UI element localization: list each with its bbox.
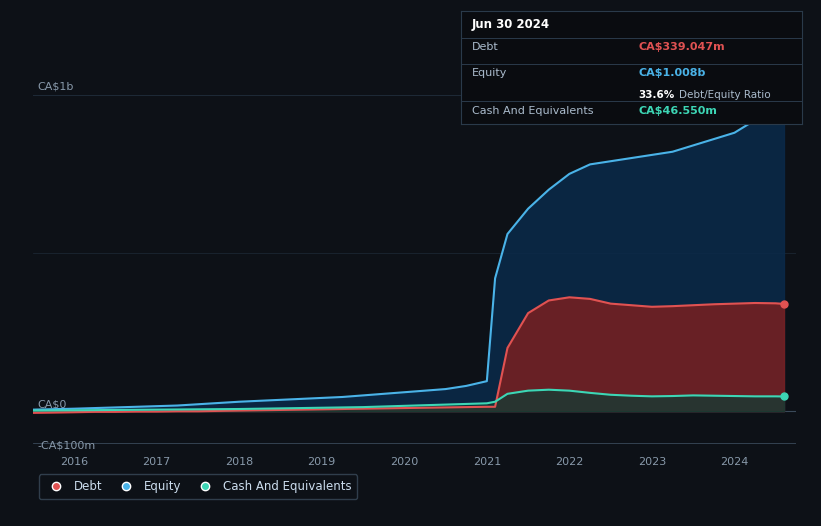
Text: CA$0: CA$0 <box>37 400 67 410</box>
Text: CA$46.550m: CA$46.550m <box>639 106 718 116</box>
Text: Cash And Equivalents: Cash And Equivalents <box>471 106 593 116</box>
Text: CA$1.008b: CA$1.008b <box>639 68 706 78</box>
Text: Equity: Equity <box>471 68 507 78</box>
Text: Debt: Debt <box>471 42 498 52</box>
Legend: Debt, Equity, Cash And Equivalents: Debt, Equity, Cash And Equivalents <box>39 474 357 499</box>
Text: -CA$100m: -CA$100m <box>37 441 95 451</box>
Text: CA$1b: CA$1b <box>37 82 73 92</box>
Text: Debt/Equity Ratio: Debt/Equity Ratio <box>680 89 771 100</box>
Text: Jun 30 2024: Jun 30 2024 <box>471 18 550 32</box>
Text: CA$339.047m: CA$339.047m <box>639 42 725 52</box>
Text: 33.6%: 33.6% <box>639 89 675 100</box>
